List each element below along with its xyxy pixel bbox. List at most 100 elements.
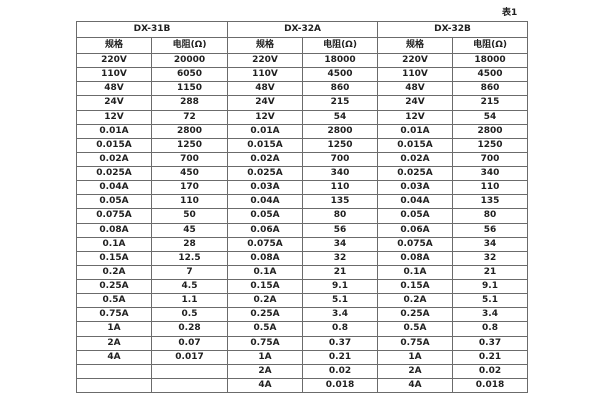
table-row: 0.2A 7 0.1A 21 0.1A 21 xyxy=(76,264,529,281)
resistance-cell xyxy=(150,363,229,379)
spec-cell: 2A xyxy=(377,363,454,379)
resistance-cell: 21 xyxy=(452,264,529,281)
spec-cell: 0.2A xyxy=(377,293,454,309)
resistance-cell: 72 xyxy=(150,109,229,125)
resistance-cell: 215 xyxy=(302,95,379,111)
resistance-cell: 0.5 xyxy=(150,307,229,323)
resistance-cell: 1250 xyxy=(452,137,529,153)
table-row: 0.5A 1.1 0.2A 5.1 0.2A 5.1 xyxy=(76,293,529,309)
resistance-cell: 50 xyxy=(150,208,229,224)
resistance-cell: 700 xyxy=(452,151,529,168)
resistance-cell: 700 xyxy=(302,151,379,168)
spec-cell: 110V xyxy=(76,67,152,83)
resistance-cell: 0.018 xyxy=(302,377,379,394)
resistance-cell: 0.8 xyxy=(452,321,529,337)
spec-cell: 110V xyxy=(377,67,454,83)
table-row: 0.1A 28 0.075A 34 0.075A 34 xyxy=(76,236,529,252)
spec-cell: 0.15A xyxy=(76,250,152,266)
spec-cell: 0.5A xyxy=(76,293,152,309)
spec-cell: 0.025A xyxy=(76,165,152,182)
table-row: 12V 72 12V 54 12V 54 xyxy=(76,109,529,125)
resistance-cell: 2800 xyxy=(452,123,529,139)
resistance-cell: 0.017 xyxy=(150,349,229,365)
spec-cell xyxy=(76,363,152,379)
resistance-cell: 0.07 xyxy=(150,335,229,351)
spec-cell: 1A xyxy=(227,349,304,365)
spec-cell: 220V xyxy=(227,52,304,69)
table-row: 48V 1150 48V 860 48V 860 xyxy=(76,81,529,97)
resistance-cell: 20000 xyxy=(150,52,229,69)
resistance-cell: 0.37 xyxy=(302,335,379,351)
resistance-cell: 34 xyxy=(452,236,529,252)
table-row: 0.25A 4.5 0.15A 9.1 0.15A 9.1 xyxy=(76,278,529,295)
spec-cell: 0.015A xyxy=(76,137,152,153)
resistance-cell: 0.21 xyxy=(302,349,379,365)
spec-cell: 0.01A xyxy=(377,123,454,139)
spec-cell: 1A xyxy=(76,321,152,337)
resistance-cell: 45 xyxy=(150,222,229,238)
resistance-cell: 1.1 xyxy=(150,293,229,309)
resistance-cell: 56 xyxy=(302,222,379,238)
resistance-cell: 3.4 xyxy=(452,307,529,323)
spec-cell: 0.05A xyxy=(76,194,152,210)
resistance-cell: 32 xyxy=(452,250,529,266)
table-row: 0.75A 0.5 0.25A 3.4 0.25A 3.4 xyxy=(76,307,529,323)
table-row: 4A 0.018 4A 0.018 xyxy=(76,377,529,394)
table-row: 0.04A 170 0.03A 110 0.03A 110 xyxy=(76,180,529,196)
table-row: 0.02A 700 0.02A 700 0.02A 700 xyxy=(76,151,529,168)
resistance-cell: 340 xyxy=(302,165,379,182)
spec-cell: 0.01A xyxy=(76,123,152,139)
table-row: 0.015A 1250 0.015A 1250 0.015A 1250 xyxy=(76,137,529,153)
spec-cell: 48V xyxy=(227,81,304,97)
resistance-column-header: 电阻(Ω) xyxy=(452,37,529,54)
resistance-cell xyxy=(150,377,229,394)
resistance-cell: 12.5 xyxy=(150,250,229,266)
resistance-cell: 1250 xyxy=(302,137,379,153)
resistance-spec-table: DX-31B DX-32A DX-32B 规格 电阻(Ω) 规格 电阻(Ω) 规… xyxy=(75,21,529,394)
spec-cell: 2A xyxy=(227,363,304,379)
spec-cell: 0.15A xyxy=(377,278,454,295)
resistance-cell: 28 xyxy=(150,236,229,252)
table-row: 0.05A 110 0.04A 135 0.04A 135 xyxy=(76,194,529,210)
spec-cell: 0.25A xyxy=(377,307,454,323)
resistance-cell: 54 xyxy=(452,109,529,125)
resistance-cell: 1250 xyxy=(150,137,229,153)
table-row: 2A 0.02 2A 0.02 xyxy=(76,363,529,379)
resistance-cell: 288 xyxy=(150,95,229,111)
spec-cell: 48V xyxy=(76,81,152,97)
resistance-cell: 135 xyxy=(452,194,529,210)
spec-cell: 0.1A xyxy=(76,236,152,252)
spec-cell: 0.08A xyxy=(377,250,454,266)
spec-cell: 0.5A xyxy=(227,321,304,337)
spec-cell: 0.75A xyxy=(377,335,454,351)
spec-cell: 220V xyxy=(76,52,152,69)
table-row: 24V 288 24V 215 24V 215 xyxy=(76,95,529,111)
table-row: 0.025A 450 0.025A 340 0.025A 340 xyxy=(76,165,529,182)
spec-cell: 12V xyxy=(227,109,304,125)
spec-cell: 0.02A xyxy=(377,151,454,168)
spec-cell: 0.2A xyxy=(76,264,152,281)
spec-cell: 0.04A xyxy=(377,194,454,210)
spec-cell: 220V xyxy=(377,52,454,69)
resistance-cell: 18000 xyxy=(302,52,379,69)
spec-column-header: 规格 xyxy=(227,37,304,54)
resistance-cell: 56 xyxy=(452,222,529,238)
spec-cell: 0.02A xyxy=(227,151,304,168)
spec-cell: 12V xyxy=(76,109,152,125)
resistance-cell: 4.5 xyxy=(150,278,229,295)
column-header-row: 规格 电阻(Ω) 规格 电阻(Ω) 规格 电阻(Ω) xyxy=(76,37,529,54)
group-header-dx32a: DX-32A xyxy=(227,21,379,38)
spec-cell: 0.15A xyxy=(227,278,304,295)
spec-column-header: 规格 xyxy=(377,37,454,54)
spec-cell: 0.03A xyxy=(227,180,304,196)
resistance-cell: 860 xyxy=(452,81,529,97)
resistance-cell: 700 xyxy=(150,151,229,168)
resistance-cell: 215 xyxy=(452,95,529,111)
spec-cell: 0.015A xyxy=(377,137,454,153)
resistance-cell: 450 xyxy=(150,165,229,182)
resistance-cell: 80 xyxy=(302,208,379,224)
resistance-cell: 0.28 xyxy=(150,321,229,337)
spec-cell: 0.025A xyxy=(227,165,304,182)
table-row: 2A 0.07 0.75A 0.37 0.75A 0.37 xyxy=(76,335,529,351)
spec-cell: 0.05A xyxy=(377,208,454,224)
